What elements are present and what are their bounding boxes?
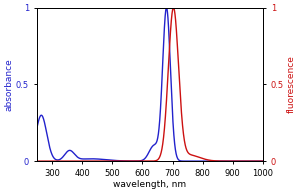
X-axis label: wavelength, nm: wavelength, nm (113, 180, 187, 189)
Y-axis label: fluorescence: fluorescence (287, 55, 296, 113)
Y-axis label: absorbance: absorbance (4, 58, 13, 111)
